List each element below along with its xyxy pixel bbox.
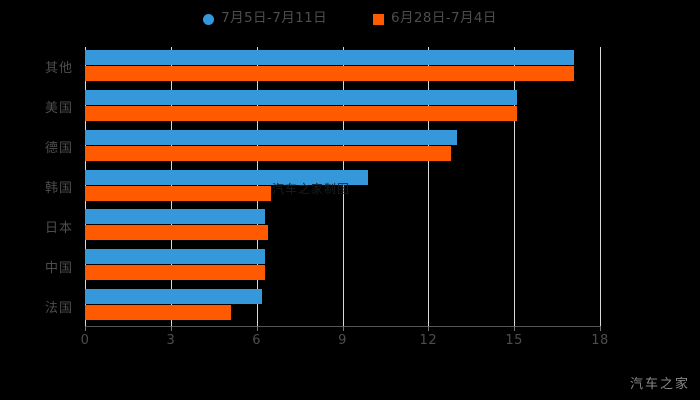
- gridline-x-9: [342, 47, 344, 326]
- bar-group: [85, 167, 600, 207]
- plot-area: [85, 47, 601, 326]
- y-axis-labels: 其他美国德国韩国日本中国法国: [0, 47, 73, 326]
- legend-marker-square-icon: [373, 13, 384, 25]
- x-tick-mark-6: [256, 326, 258, 331]
- y-axis-label-2: 德国: [44, 141, 73, 157]
- bar-series-0[interactable]: [85, 50, 575, 65]
- legend-label-series-1: 6月28日-7月4日: [391, 10, 497, 27]
- bar-group: [85, 47, 600, 87]
- bar-series-1[interactable]: [85, 225, 269, 241]
- bar-series-0[interactable]: [85, 89, 518, 105]
- x-axis-label-6: 6: [252, 333, 262, 348]
- x-axis-label-9: 9: [338, 333, 347, 348]
- x-tick-mark-0: [85, 326, 86, 331]
- x-axis-label-0: 0: [80, 333, 90, 348]
- y-axis-label-4: 日本: [44, 220, 73, 236]
- bar-series-0[interactable]: [85, 169, 369, 185]
- bar-series-1[interactable]: [85, 66, 575, 81]
- bar-group: [85, 127, 600, 167]
- bar-group: [85, 206, 600, 246]
- bar-group: [85, 286, 600, 326]
- x-axis-label-12: 12: [419, 333, 438, 348]
- gridline-x-18: [600, 47, 601, 326]
- watermark-corner: 汽车之家: [629, 377, 690, 392]
- gridline-x-15: [514, 47, 516, 326]
- legend-item-series-1[interactable]: 6月28日-7月4日: [373, 12, 497, 26]
- x-tick-mark-3: [170, 326, 172, 331]
- y-axis-label-1: 美国: [44, 101, 73, 117]
- bar-series-1[interactable]: [85, 265, 266, 281]
- bar-series-1[interactable]: [85, 305, 231, 321]
- bar-series-0[interactable]: [85, 249, 266, 265]
- chart-legend: 7月5日-7月11日 6月28日-7月4日: [0, 6, 700, 32]
- x-tick-mark-12: [428, 326, 430, 331]
- bar-series-0[interactable]: [85, 129, 457, 145]
- y-axis-label-3: 韩国: [44, 180, 73, 196]
- legend-item-series-0[interactable]: 7月5日-7月11日: [203, 12, 327, 26]
- x-axis-label-18: 18: [591, 333, 609, 348]
- x-tick-mark-18: [600, 326, 601, 331]
- x-axis-label-3: 3: [166, 333, 176, 348]
- x-axis-label-15: 15: [505, 333, 523, 348]
- bar-series-0[interactable]: [85, 209, 266, 225]
- bar-group: [85, 87, 600, 127]
- x-axis-tick-labels: 0 3 6 9 12 15 18: [0, 333, 700, 353]
- bar-series-1[interactable]: [85, 185, 271, 201]
- x-tick-mark-9: [342, 326, 344, 331]
- bar-series-1[interactable]: [85, 145, 452, 161]
- legend-marker-circle-icon: [203, 13, 215, 25]
- y-axis-label-5: 中国: [44, 260, 73, 276]
- x-tick-mark-15: [514, 326, 516, 331]
- bar-series-1[interactable]: [85, 105, 518, 121]
- y-axis-label-0: 其他: [44, 61, 73, 77]
- y-axis-label-6: 法国: [44, 300, 73, 316]
- bar-series-0[interactable]: [85, 289, 263, 305]
- legend-label-series-0: 7月5日-7月11日: [221, 10, 327, 27]
- bar-group: [85, 246, 600, 286]
- gridline-x-12: [428, 47, 430, 326]
